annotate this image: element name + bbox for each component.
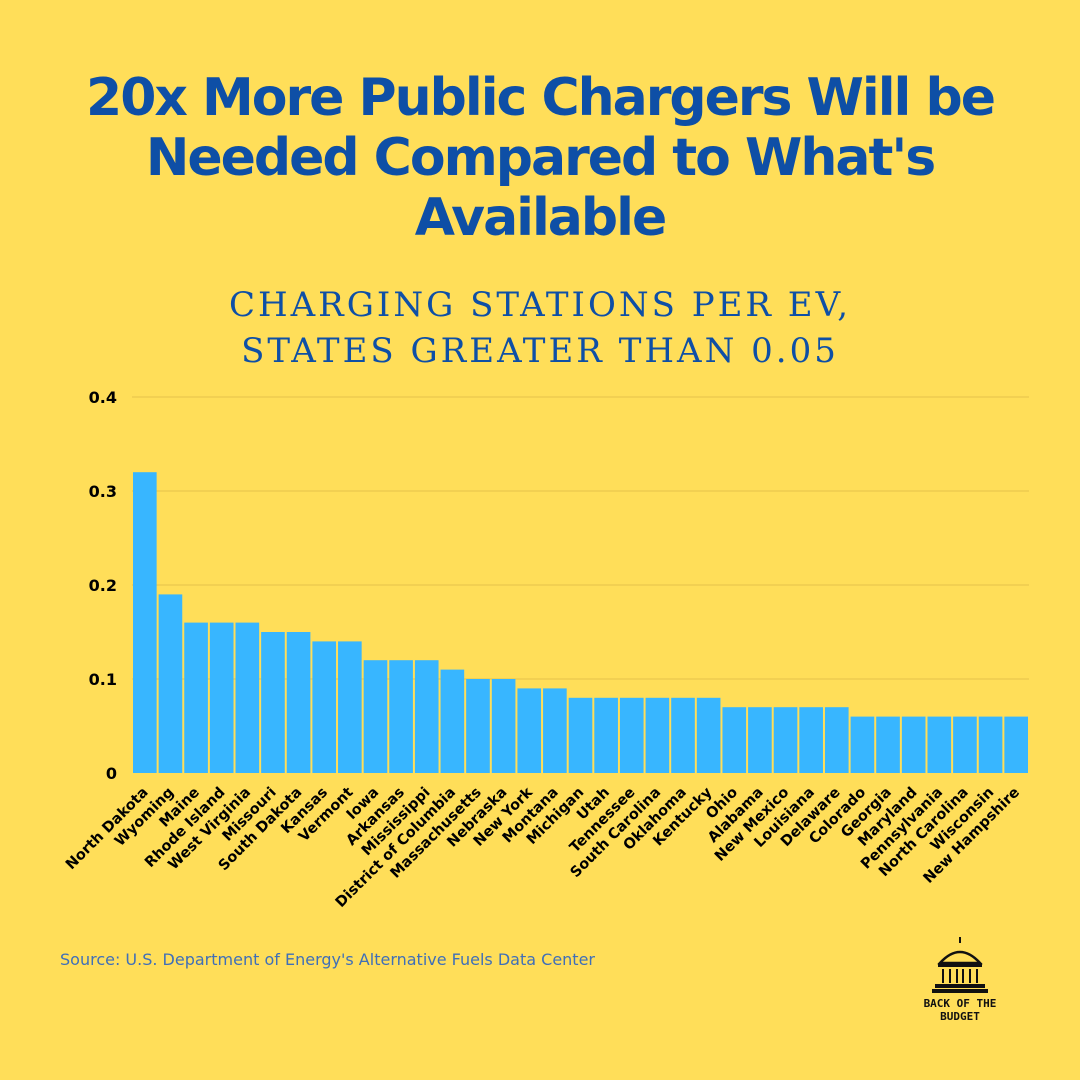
logo-line-2: BUDGET <box>940 1010 980 1023</box>
bar <box>261 632 285 773</box>
bar <box>594 697 618 773</box>
capitol-dome-icon <box>932 937 988 993</box>
y-tick-label: 0.3 <box>89 482 117 501</box>
logo-wordmark: BACK OF THE BUDGET <box>915 997 1005 1023</box>
bar <box>696 697 721 773</box>
bar <box>568 697 593 773</box>
bar <box>953 716 977 773</box>
bar <box>184 622 208 773</box>
bar <box>312 641 337 773</box>
bar <box>748 707 772 773</box>
bar <box>389 660 413 773</box>
bar <box>901 716 926 773</box>
y-tick-label: 0.1 <box>89 670 117 689</box>
subtitle-line-1: CHARGING STATIONS PER EV, <box>228 285 852 325</box>
bar <box>363 660 388 773</box>
bar-chart: 0 0.1 0.2 0.3 0.4 North DakotaWyomingMaineRh… <box>63 388 1029 911</box>
gridlines <box>132 396 1029 680</box>
bar <box>671 697 695 773</box>
bar <box>978 716 1003 773</box>
bar <box>773 707 798 773</box>
bar <box>619 697 644 773</box>
bar <box>645 697 670 773</box>
bar <box>440 669 465 773</box>
bar <box>876 716 900 773</box>
chart-title: 20x More Public Chargers Will be Needed … <box>86 68 996 248</box>
y-tick-label: 0.2 <box>89 576 117 595</box>
bar <box>466 679 490 773</box>
bar <box>543 688 567 773</box>
bar <box>927 716 952 773</box>
y-axis-ticks: 0 0.1 0.2 0.3 0.4 <box>89 388 117 783</box>
brand-logo: BACK OF THE BUDGET <box>915 935 1005 1035</box>
bar <box>799 707 823 773</box>
bar <box>209 622 234 773</box>
bar <box>414 660 439 773</box>
bar <box>338 641 362 773</box>
bars <box>133 472 1028 773</box>
logo-line-1: BACK OF THE <box>923 997 997 1010</box>
chart-subtitle: CHARGING STATIONS PER EV, STATES GREATER… <box>40 282 1040 374</box>
bar <box>517 688 542 773</box>
bar <box>850 716 875 773</box>
bar <box>235 622 260 773</box>
y-tick-label: 0 <box>106 764 117 783</box>
subtitle-line-2: STATES GREATER THAN 0.05 <box>241 331 839 371</box>
bar <box>491 679 516 773</box>
bar <box>722 707 747 773</box>
bar <box>286 632 311 773</box>
bar <box>158 594 183 773</box>
source-note: Source: U.S. Department of Energy's Alte… <box>60 950 595 969</box>
bar <box>824 707 849 773</box>
bar <box>1004 716 1028 773</box>
bar <box>133 472 157 773</box>
y-tick-label: 0.4 <box>89 388 117 407</box>
